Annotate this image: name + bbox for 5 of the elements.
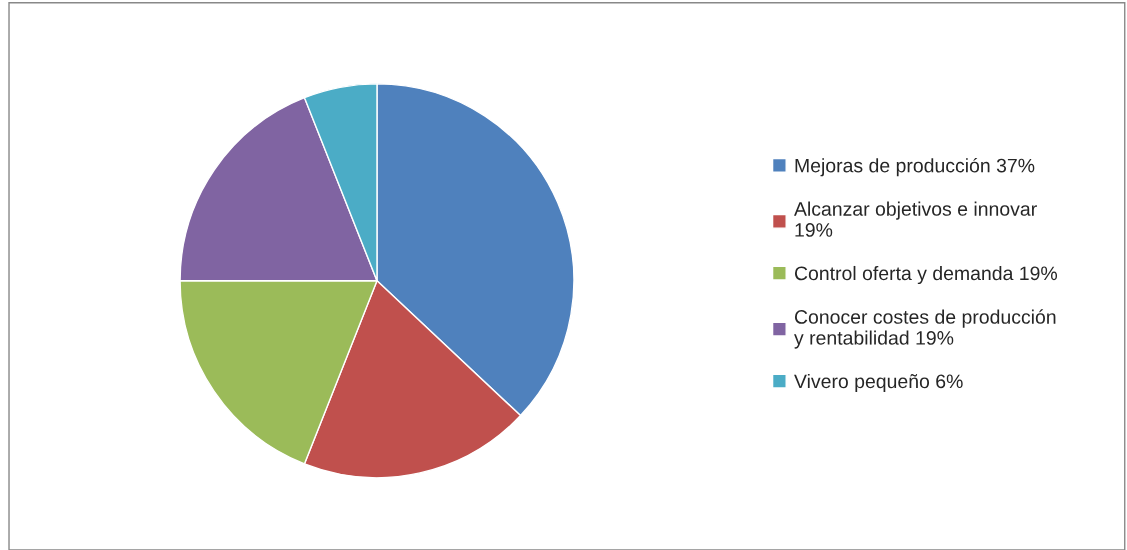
legend-label: Conocer costes de producción y rentabilidad 19%: [794, 309, 1056, 349]
legend-label: Mejoras de producción 37%: [795, 157, 1035, 177]
legend-label: Vivero pequeño 6%: [794, 373, 963, 393]
legend-label: Alcanzar objetivos e innovar 19%: [794, 201, 1037, 237]
legend-label: Control oferta y demanda 19%: [794, 265, 1058, 285]
